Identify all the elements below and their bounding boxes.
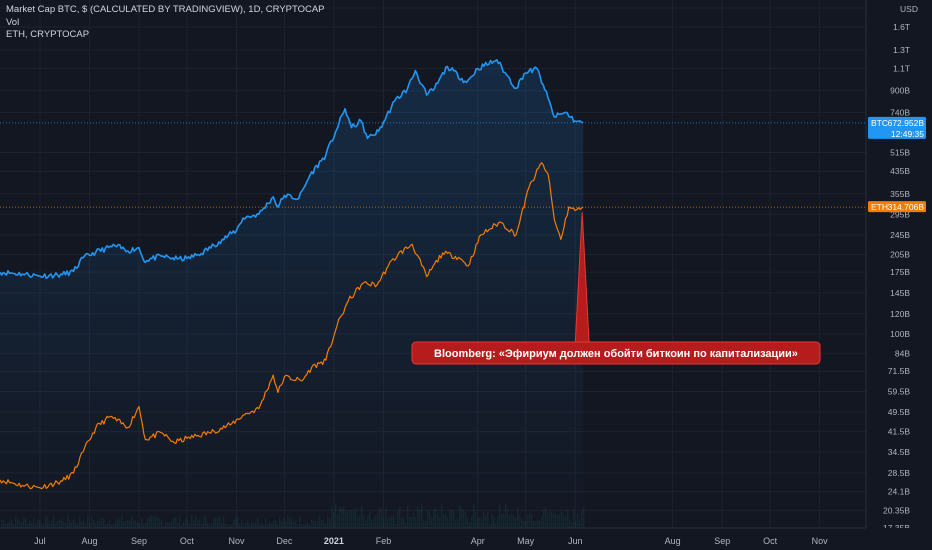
callout-text: Bloomberg: «Эфириум должен обойти биткои… bbox=[434, 348, 798, 360]
y-tick-label: 84B bbox=[895, 348, 910, 358]
y-tick-label: 100B bbox=[890, 329, 910, 339]
x-tick-label: Aug bbox=[665, 536, 681, 546]
annotation-layer: Bloomberg: «Эфириум должен обойти биткои… bbox=[411, 212, 821, 365]
callout-box bbox=[411, 341, 821, 365]
y-tick-label: 515B bbox=[890, 148, 910, 158]
btc-price-tag bbox=[868, 116, 926, 139]
y-tick-label: 120B bbox=[890, 309, 910, 319]
x-tick-label: Oct bbox=[180, 536, 195, 546]
y-tick-label: 205B bbox=[890, 250, 910, 260]
y-tick-label: 1.1T bbox=[893, 64, 910, 74]
y-tick-label: 28.5B bbox=[888, 468, 911, 478]
time-axis-background bbox=[0, 528, 932, 550]
currency-label: USD bbox=[900, 4, 918, 14]
x-tick-label: Jun bbox=[568, 536, 583, 546]
x-tick-label: Oct bbox=[763, 536, 778, 546]
btc-value-label: 672.952B bbox=[888, 118, 925, 128]
btc-countdown-label: 12:49:35 bbox=[891, 129, 924, 139]
y-tick-label: 355B bbox=[890, 189, 910, 199]
x-tick-label: Apr bbox=[471, 536, 485, 546]
y-tick-label: 740B bbox=[890, 107, 910, 117]
btc-area-fill bbox=[0, 59, 584, 529]
y-tick-label: 49.5B bbox=[888, 407, 911, 417]
btc-name-label: BTC bbox=[871, 118, 888, 128]
x-tick-label: Sep bbox=[714, 536, 730, 546]
chart-legend: Market Cap BTC, $ (CALCULATED BY TRADING… bbox=[6, 4, 325, 42]
y-tick-label: 900B bbox=[890, 86, 910, 96]
x-tick-label: Sep bbox=[131, 536, 147, 546]
volume-bar bbox=[583, 507, 585, 528]
x-tick-label: Aug bbox=[81, 536, 97, 546]
x-tick-label: Jul bbox=[34, 536, 46, 546]
y-tick-label: 1.3T bbox=[893, 45, 910, 55]
y-tick-label: 435B bbox=[890, 166, 910, 176]
x-tick-label: Nov bbox=[812, 536, 829, 546]
btc-line bbox=[0, 59, 584, 280]
x-tick-label: May bbox=[517, 536, 535, 546]
price-axis-background bbox=[866, 0, 932, 550]
x-tick-label: Dec bbox=[276, 536, 293, 546]
y-tick-label: 245B bbox=[890, 230, 910, 240]
x-tick-label: 2021 bbox=[324, 536, 344, 546]
x-tick-label: Nov bbox=[228, 536, 245, 546]
eth-value-label: 314.706B bbox=[888, 202, 925, 212]
y-tick-label: 24.1B bbox=[888, 487, 911, 497]
eth-price-tag bbox=[868, 201, 926, 213]
main-series-title[interactable]: Market Cap BTC, $ (CALCULATED BY TRADING… bbox=[6, 4, 325, 15]
y-tick-label: 295B bbox=[890, 209, 910, 219]
y-tick-label: 59.5B bbox=[888, 387, 911, 397]
y-tick-label: 41.5B bbox=[888, 426, 911, 436]
volume-legend-label[interactable]: Vol bbox=[6, 16, 20, 28]
y-tick-label: 1.6T bbox=[893, 22, 910, 32]
eth-name-label: ETH bbox=[871, 202, 888, 212]
y-tick-label: 34.5B bbox=[888, 447, 911, 457]
series-layer bbox=[0, 59, 866, 529]
y-tick-label: 71.5B bbox=[888, 366, 911, 376]
eth-series-legend-label[interactable]: ETH, CRYPTOCAP bbox=[6, 29, 90, 40]
eth-line bbox=[0, 162, 584, 490]
y-tick-label: 145B bbox=[890, 288, 910, 298]
y-tick-label: 20.35B bbox=[883, 505, 910, 515]
x-tick-label: Feb bbox=[376, 536, 392, 546]
y-tick-label: 175B bbox=[890, 267, 910, 277]
